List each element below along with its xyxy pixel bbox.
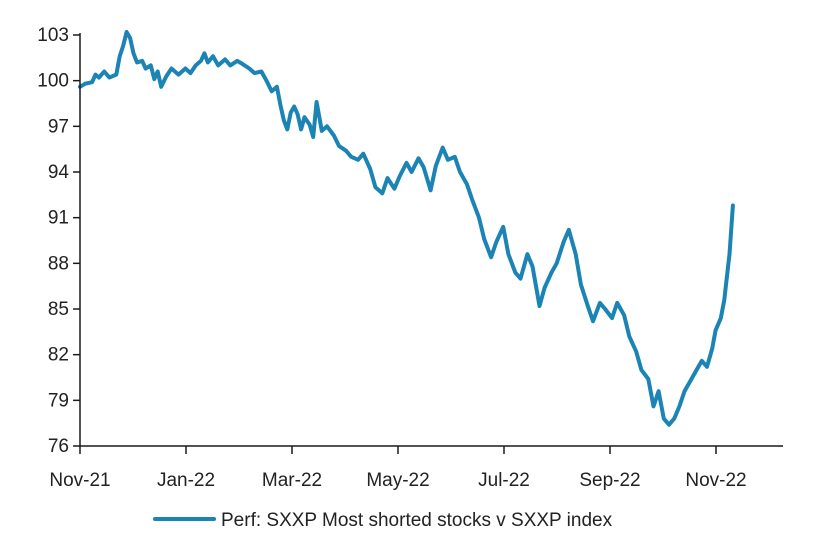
x-tick-label: Mar-22 [262,470,322,491]
x-tick-label: Jan-22 [157,470,215,491]
legend-label: Perf: SXXP Most shorted stocks v SXXP in… [221,510,613,531]
x-axis: Nov-21 Jan-22 Mar-22 May-22 Jul-22 Sep-22 Nov-… [49,446,747,491]
y-tick-label: 91 [48,208,69,229]
y-tick-label: 76 [48,436,69,457]
y-tick-label: 82 [48,345,69,366]
x-tick-label: May-22 [366,470,429,491]
y-tick-label: 79 [48,390,69,411]
y-axis: 76 79 82 85 88 91 94 97 100 103 [37,25,80,457]
legend: Perf: SXXP Most shorted stocks v SXXP in… [153,510,613,531]
x-tick-label: Nov-21 [49,470,110,491]
y-tick-label: 88 [48,253,69,274]
x-tick-label: Sep-22 [579,470,640,491]
y-tick-label: 97 [48,116,69,137]
y-tick-label: 94 [48,162,70,183]
y-tick-label: 85 [48,299,69,320]
y-tick-label: 100 [37,71,69,92]
x-tick-label: Nov-22 [685,470,746,491]
series-line [78,30,735,427]
x-tick-label: Jul-22 [478,470,530,491]
y-tick-label: 103 [37,25,69,46]
